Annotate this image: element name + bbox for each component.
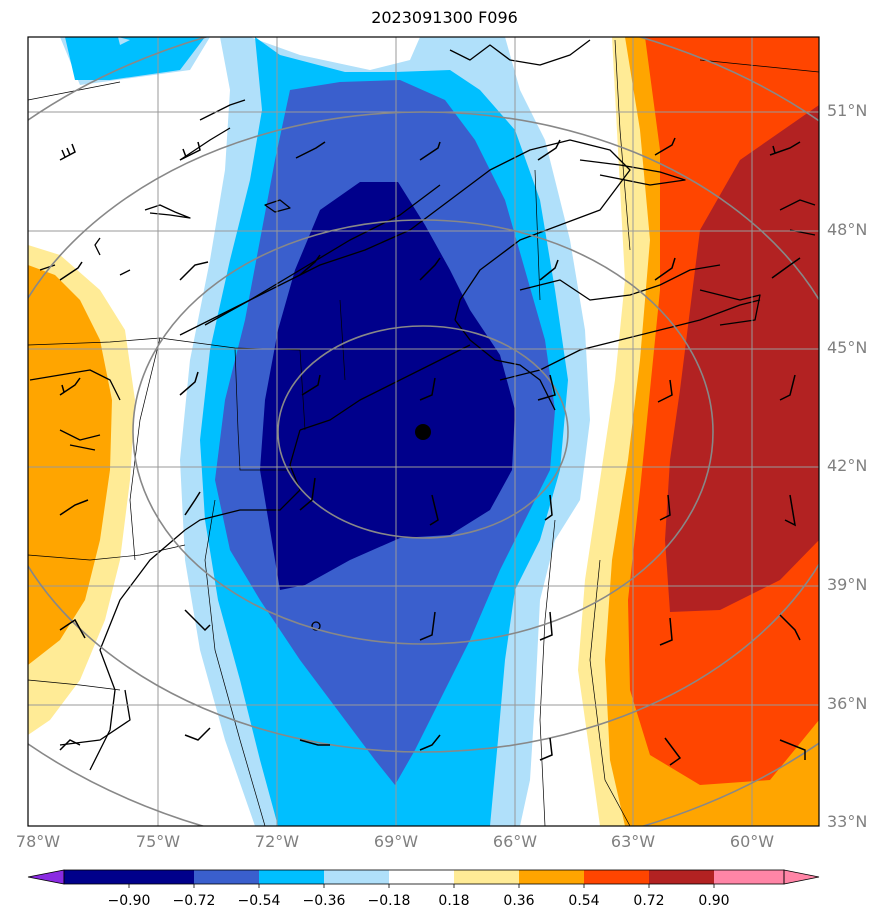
- range-rings: [28, 37, 819, 826]
- lat-label: 42°N: [827, 456, 868, 475]
- colorbar-bin: [324, 870, 389, 884]
- colorbar-tick-label: −0.36: [302, 893, 346, 909]
- colorbar-bin: [129, 870, 194, 884]
- colorbar-bin: [454, 870, 519, 884]
- colorbar-bin: [194, 870, 259, 884]
- colorbar-bin: [519, 870, 584, 884]
- lon-label: 75°W: [135, 832, 181, 851]
- lon-label: 69°W: [373, 832, 419, 851]
- colorbar-tick-label: −0.18: [367, 893, 411, 909]
- contour-pos-036-west: [28, 265, 112, 665]
- colorbar-bin: [64, 870, 129, 884]
- colorbar-tick-label: −0.72: [172, 893, 216, 909]
- colorbar-tick-label: 0.36: [503, 893, 535, 909]
- colorbar: [27, 869, 820, 888]
- colorbar-bin: [649, 870, 714, 884]
- colorbar-bin: [714, 870, 784, 884]
- lat-label: 36°N: [827, 694, 868, 713]
- lon-label: 63°W: [610, 832, 656, 851]
- lat-label: 48°N: [827, 220, 868, 239]
- lat-label: 51°N: [827, 101, 868, 120]
- wind-barbs: [59, 137, 806, 766]
- coastlines: [29, 39, 816, 771]
- colorbar-bin: [259, 870, 324, 884]
- colorbar-tick-label: −0.90: [107, 893, 151, 909]
- colorbar-extend-max: [783, 869, 820, 885]
- lat-label: 39°N: [827, 575, 868, 594]
- storm-center-marker: [415, 424, 431, 440]
- colorbar-extend-min: [27, 869, 65, 885]
- plot-frame: [27, 36, 820, 827]
- lon-label: 72°W: [254, 832, 300, 851]
- lon-label: 78°W: [15, 832, 61, 851]
- colorbar-tick-label: 0.90: [698, 893, 730, 909]
- colorbar-tick-label: 0.72: [633, 893, 665, 909]
- map-title: 2023091300 F096: [371, 8, 518, 27]
- colorbar-tick-label: 0.18: [438, 893, 470, 909]
- lat-label: 45°N: [827, 338, 868, 357]
- colorbar-bin: [584, 870, 649, 884]
- colorbar-frame: [63, 869, 785, 885]
- colorbar-bin: [389, 870, 454, 884]
- colorbar-tick-label: −0.54: [237, 893, 281, 909]
- colorbar-tick-label: 0.54: [568, 893, 600, 909]
- lat-label: 33°N: [827, 812, 868, 831]
- lon-label: 60°W: [729, 832, 775, 851]
- plot-area: [28, 37, 819, 826]
- lon-label: 66°W: [492, 832, 538, 851]
